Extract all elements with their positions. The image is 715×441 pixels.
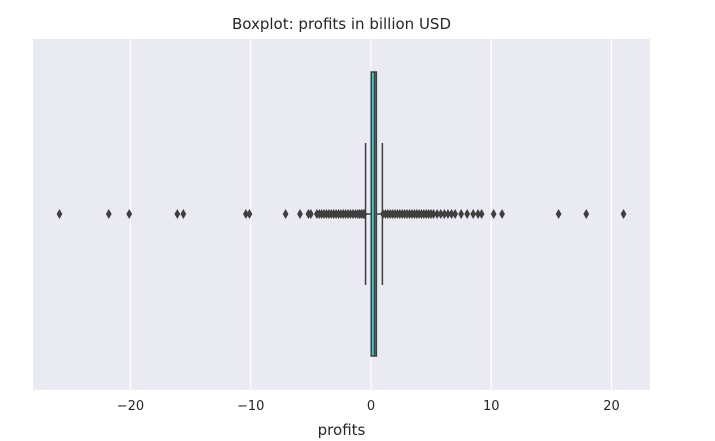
outlier-point: [126, 209, 133, 219]
outlier-points: [56, 209, 627, 219]
x-axis-label: profits: [318, 421, 366, 439]
x-tick-label: 10: [483, 399, 500, 414]
outlier-point: [307, 209, 314, 219]
outlier-point: [174, 209, 181, 219]
outlier-point: [441, 209, 448, 219]
outlier-point: [620, 209, 627, 219]
outlier-point: [297, 209, 303, 219]
x-tick-label: −10: [237, 399, 264, 414]
outlier-point: [180, 209, 187, 219]
x-tick-label: 20: [603, 399, 620, 414]
x-tick-label: 0: [367, 399, 375, 414]
outlier-point: [105, 209, 112, 219]
x-tick-label: −20: [117, 399, 144, 414]
outlier-point: [499, 209, 505, 219]
outlier-point: [583, 209, 590, 219]
outlier-point: [490, 209, 497, 219]
chart-title: Boxplot: profits in billion USD: [232, 15, 451, 33]
interquartile-box: [370, 71, 378, 357]
outlier-point: [243, 209, 249, 219]
outlier-point: [56, 209, 63, 219]
outlier-point: [448, 209, 455, 219]
outlier-point: [555, 209, 562, 219]
outlier-point: [282, 209, 289, 219]
outlier-point: [464, 209, 471, 219]
box: [370, 71, 378, 357]
x-tick-labels: −20 −10 0 10 20: [117, 399, 620, 414]
outlier-point: [430, 209, 437, 219]
outlier-point: [437, 209, 444, 219]
outlier-point: [458, 209, 465, 219]
outlier-point: [246, 209, 253, 219]
outlier-point: [361, 209, 368, 219]
outlier-point: [478, 209, 485, 219]
outlier-point: [475, 209, 481, 219]
outlier-point: [445, 209, 451, 219]
outlier-point: [470, 209, 477, 219]
outlier-point: [434, 209, 440, 219]
outlier-point: [452, 209, 459, 219]
